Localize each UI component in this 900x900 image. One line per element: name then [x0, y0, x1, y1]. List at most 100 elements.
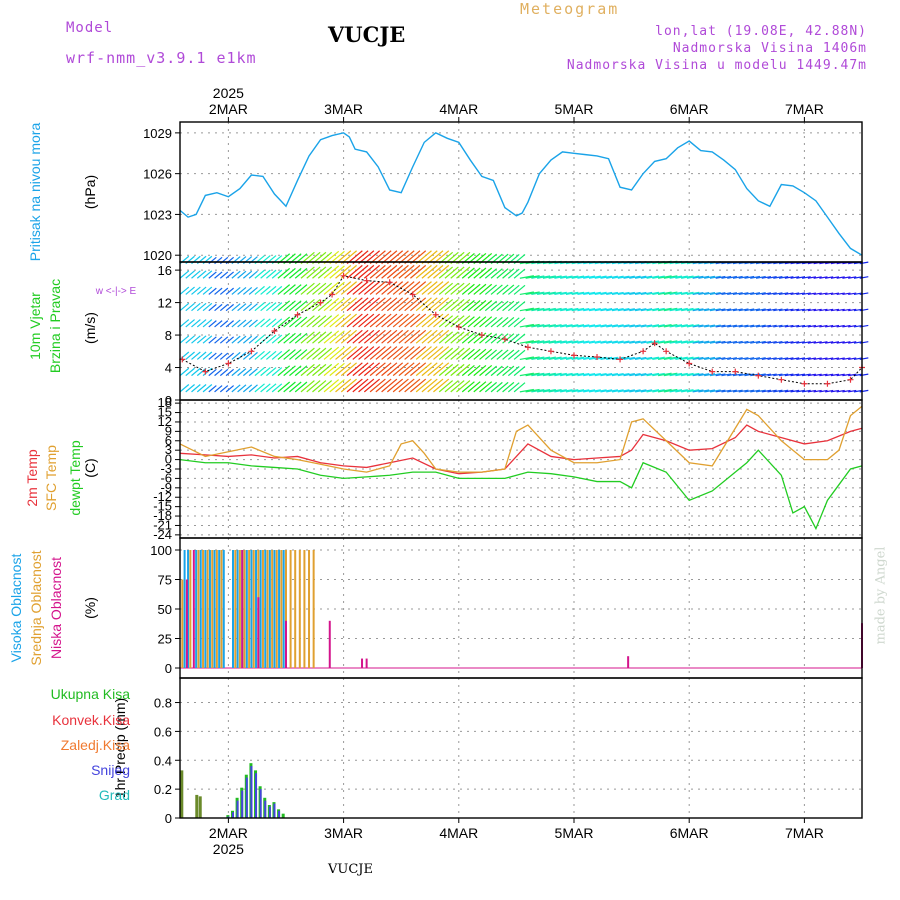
wind-barb — [496, 365, 509, 377]
wind-barb — [583, 324, 596, 328]
wind-barb — [773, 308, 783, 312]
wind-barb — [819, 373, 828, 377]
wind-barb — [594, 340, 607, 344]
wind-barb — [542, 340, 556, 344]
wind-tick-label: 12 — [158, 296, 172, 311]
wind-barb — [744, 275, 755, 279]
wind-barb — [842, 373, 851, 377]
wind-barb — [617, 291, 630, 296]
wind-barb — [715, 340, 726, 344]
wind-barb — [583, 275, 596, 279]
wind-barb — [404, 264, 421, 279]
wind-barb — [219, 368, 229, 377]
wind-barb — [421, 378, 438, 393]
wind-barb — [300, 363, 315, 377]
wind-barb — [438, 282, 454, 295]
wind-barb — [629, 340, 641, 344]
wind-barb — [312, 315, 327, 328]
wind-barb — [456, 298, 471, 312]
wind-barb — [773, 324, 783, 328]
wind-barb — [312, 282, 327, 295]
wind-barb — [283, 332, 296, 344]
wind-barb — [773, 292, 783, 296]
wind-barb — [617, 340, 630, 344]
wind-barb — [179, 351, 190, 360]
wind-barb — [433, 281, 450, 295]
wind-barb — [202, 335, 213, 344]
wind-barb — [242, 286, 253, 295]
total-rain-bar — [281, 813, 285, 818]
wind-barb — [300, 298, 315, 312]
wind-barb — [548, 372, 562, 377]
panel-frame — [179, 261, 863, 401]
wind-barb — [410, 264, 427, 279]
wind-barb — [623, 373, 635, 377]
wind-barb — [410, 346, 427, 360]
wind-barb — [306, 282, 321, 295]
wind-barb — [548, 291, 562, 296]
wind-barb — [191, 335, 201, 344]
wind-barb — [767, 373, 777, 377]
wind-barb — [484, 349, 498, 360]
wind-barb — [208, 336, 217, 344]
wind-barb — [537, 291, 551, 296]
wind-barb — [479, 364, 493, 377]
wind-barb — [681, 356, 694, 361]
wind-barb — [329, 314, 345, 328]
wind-barb — [260, 269, 271, 279]
snow-bar — [250, 766, 253, 818]
wind-barb — [467, 267, 481, 279]
wind-barb — [375, 329, 392, 344]
wind-barb — [773, 276, 783, 279]
wind-barb — [513, 349, 526, 360]
wind-barb — [611, 373, 624, 377]
wind-barb — [623, 340, 635, 344]
wind-barb — [773, 373, 783, 377]
temp-tick-label: -18 — [153, 508, 172, 523]
wind-barb — [231, 351, 241, 360]
wind-barb — [421, 264, 438, 279]
wind-barb — [329, 379, 345, 393]
wind-speed-marker — [363, 277, 370, 284]
wind-barb — [825, 308, 834, 312]
wind-barb — [606, 389, 619, 393]
wind-barb — [842, 389, 851, 393]
wind-barb — [323, 379, 340, 393]
wind-barb — [773, 389, 783, 393]
wind-barb — [358, 313, 375, 328]
wind-barb — [219, 385, 229, 393]
wind-barb — [606, 308, 619, 312]
wind-barb — [652, 356, 665, 361]
wind-barb — [588, 372, 601, 377]
wind-barb — [427, 329, 444, 344]
wind-barb — [242, 368, 253, 377]
wind-barb — [709, 275, 721, 279]
wind-barb — [484, 381, 498, 393]
wind-barb — [796, 373, 806, 377]
wind-barb — [709, 389, 721, 393]
bottom-day-label: 3MAR — [324, 825, 363, 841]
wind-barb — [606, 291, 619, 296]
wind-barb — [675, 307, 688, 312]
wind-barb — [640, 389, 653, 393]
wind-barb — [323, 281, 340, 295]
wind-barb — [796, 276, 806, 279]
wind-barb — [473, 283, 487, 295]
wind-barb — [329, 297, 345, 312]
wind-barb — [565, 307, 579, 312]
wind-barb — [266, 269, 277, 279]
wind-barb — [283, 267, 296, 279]
wind-barb — [317, 363, 333, 377]
wind-barb — [283, 316, 296, 328]
wind-barb — [634, 356, 647, 361]
wind-barb — [634, 291, 647, 296]
wind-barb — [732, 275, 743, 279]
wind-barb — [738, 292, 749, 296]
wind-barb — [260, 383, 271, 393]
wind-barb — [819, 341, 828, 344]
wind-barb — [755, 275, 766, 279]
wind-barb — [663, 323, 678, 328]
wind-barb — [323, 265, 340, 279]
wind-barb — [312, 380, 327, 393]
wind-barb — [467, 348, 481, 360]
